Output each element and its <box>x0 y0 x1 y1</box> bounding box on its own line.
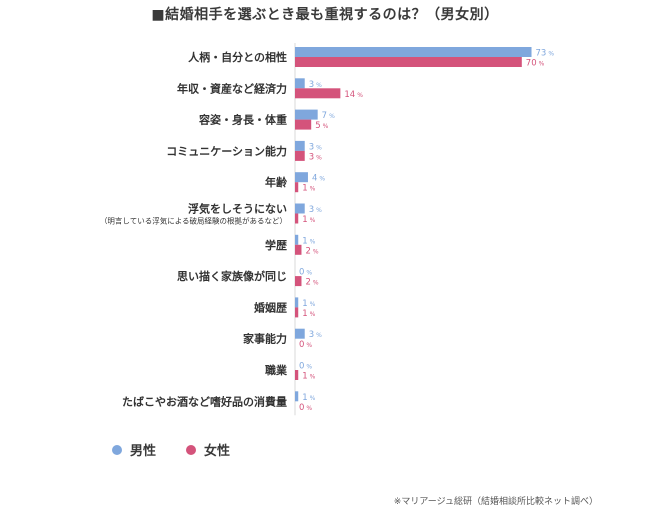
data-label-female: 2% <box>305 246 318 256</box>
data-label-female: 5% <box>315 121 328 131</box>
bar-female <box>295 88 341 99</box>
bar-male <box>295 391 299 402</box>
category-label: コミュニケーション能力 <box>166 144 287 158</box>
data-label-male: 3% <box>309 205 322 215</box>
data-label-male: 3% <box>309 80 322 90</box>
bar-chart: 人柄・自分との相性 73 %70 % 年収・資産など経済力 3 % 14 % 容姿・身長・体重 7%… <box>100 43 555 416</box>
data-label-female: 3% <box>309 152 322 162</box>
data-label-male: 1% <box>302 393 315 403</box>
data-label-female: 14% <box>344 90 363 100</box>
data-label-female: 0% <box>299 403 312 413</box>
category-label: 思い描く家族像が同じ <box>177 269 287 283</box>
data-label-male: 1% <box>302 299 315 309</box>
bar-female <box>295 244 302 255</box>
category-label: 人柄・自分との相性 <box>188 50 287 64</box>
bar-female <box>295 370 299 380</box>
legend: 男性 女性 <box>112 440 230 459</box>
category-sublabel: （明言している浮気による破局経験の根拠があるなど） <box>100 216 287 226</box>
category-label: 浮気をしそうにない <box>188 202 287 216</box>
data-label-male: 7% <box>322 111 335 121</box>
bar-male <box>295 234 299 245</box>
legend-label-male: 男性 <box>130 444 157 459</box>
source-note: ※マリアージュ総研（結婚相談所比較ネット調べ） <box>393 497 598 507</box>
bar-male <box>295 328 305 339</box>
bar-female <box>295 150 305 161</box>
legend-swatch-male <box>112 444 122 455</box>
data-label-female: 70% <box>526 59 545 69</box>
category-label: 職業 <box>265 363 288 377</box>
data-label-male: 1% <box>302 236 315 246</box>
bar-female <box>295 276 302 287</box>
bar-male <box>295 172 308 183</box>
category-label: 容姿・身長・体重 <box>198 113 287 127</box>
category-label: 家事能力 <box>243 332 287 346</box>
bar-female <box>295 182 299 193</box>
category-label: 年収・資産など経済力 <box>177 81 287 95</box>
category-label: たばこやお酒など嗜好品の消費量 <box>122 394 287 408</box>
data-label-female: 2% <box>305 278 318 288</box>
bar-male <box>295 297 299 308</box>
data-label-female: 1% <box>302 372 315 382</box>
data-label-female: 1% <box>302 215 315 225</box>
data-label-male: 3% <box>309 142 322 152</box>
bar-female <box>295 119 312 130</box>
data-label-female: 1% <box>302 184 315 194</box>
legend-label-female: 女性 <box>204 444 231 459</box>
bar-male <box>295 47 532 57</box>
data-label-male: 0% <box>299 268 312 278</box>
data-label-male: 3% <box>309 330 322 340</box>
data-label-male: 73% <box>536 49 555 59</box>
bar-male <box>295 140 305 151</box>
legend-item-female: 女性 <box>186 440 230 459</box>
legend-swatch-female <box>186 444 197 455</box>
bar-male <box>295 109 318 120</box>
data-label-male: 4% <box>312 174 325 184</box>
bar-female <box>295 213 299 224</box>
bar-male <box>295 203 305 214</box>
bar-female <box>295 57 522 67</box>
category-label: 学歴 <box>265 238 287 252</box>
data-label-female: 0% <box>299 340 312 350</box>
bar-male <box>295 78 305 89</box>
data-label-female: 1% <box>302 309 315 319</box>
bar-female <box>295 307 299 318</box>
legend-item-male: 男性 <box>112 440 156 459</box>
chart-title: ■結婚相手を選ぶとき最も重視するのは？（男女別） <box>151 7 499 23</box>
data-label-male: 0% <box>299 362 312 372</box>
category-label: 年齢 <box>265 175 288 189</box>
category-label: 婚姻歴 <box>254 300 287 314</box>
